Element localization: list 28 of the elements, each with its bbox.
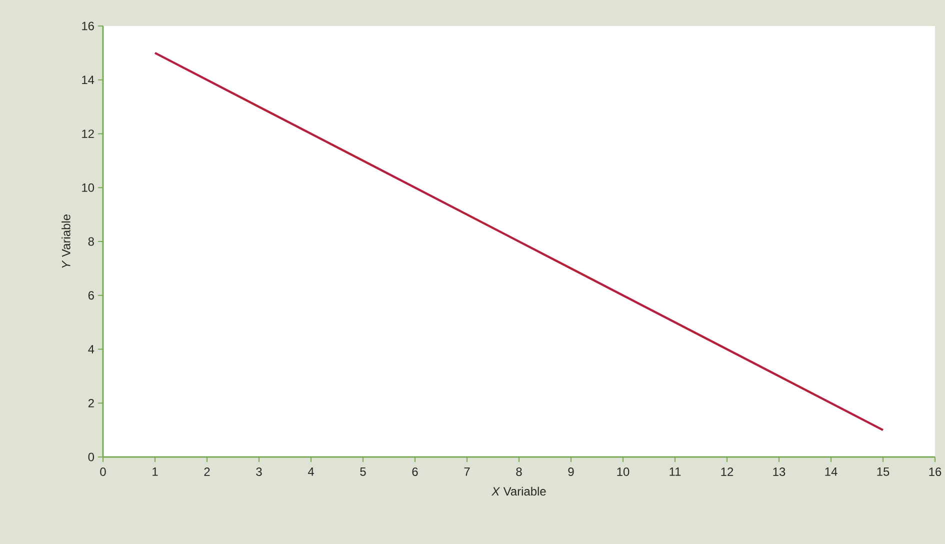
y-tick-label: 12 — [82, 130, 94, 138]
x-tick-label: 3 — [256, 468, 262, 476]
x-axis-title: X Variable — [491, 486, 546, 496]
x-tick-label: 9 — [568, 468, 574, 476]
x-tick-label: 4 — [308, 468, 314, 476]
y-tick-label: 6 — [88, 291, 94, 300]
x-tick-label: 14 — [825, 468, 838, 476]
y-axis-title: Y Variable — [62, 214, 70, 268]
x-tick-label: 7 — [464, 468, 470, 476]
x-tick-label: 15 — [877, 468, 890, 476]
y-tick-label: 16 — [82, 22, 94, 30]
x-tick-label: 6 — [412, 468, 418, 476]
y-tick-label: 4 — [88, 345, 94, 354]
x-tick-label: 10 — [617, 468, 630, 476]
y-tick-label: 10 — [82, 183, 94, 192]
x-tick-label: 12 — [721, 468, 734, 476]
x-tick-label: 11 — [670, 468, 681, 476]
x-tick-label: 1 — [152, 468, 158, 476]
y-tick-label: 0 — [88, 452, 94, 462]
x-tick-label: 5 — [360, 468, 366, 476]
y-tick-label: 14 — [82, 76, 94, 84]
y-tick-label: 8 — [88, 237, 94, 246]
x-tick-label: 8 — [516, 468, 522, 476]
x-tick-label: 0 — [100, 468, 106, 476]
x-tick-label: 2 — [204, 468, 210, 476]
y-tick-label: 2 — [88, 398, 94, 408]
x-tick-label: 16 — [929, 468, 942, 476]
x-tick-label: 13 — [773, 468, 786, 476]
